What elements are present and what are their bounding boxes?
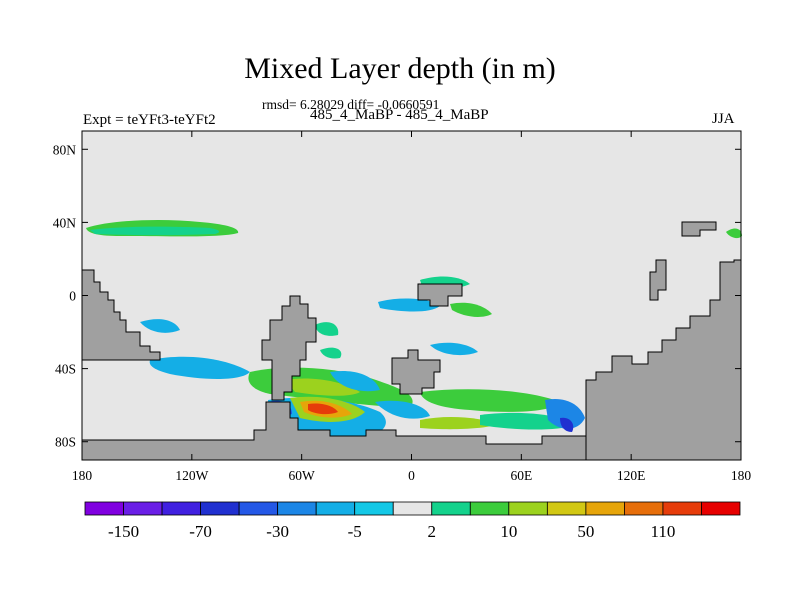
anomaly-patch: [330, 370, 380, 392]
lon-tick-label: 60W: [289, 468, 316, 483]
stats-line: rmsd= 6.28029 diff= -0.0660591: [262, 97, 440, 112]
lon-tick-label: 60E: [510, 468, 532, 483]
anomaly-patch: [315, 322, 339, 336]
anomaly-patch: [560, 417, 574, 432]
lon-tick-label: 0: [408, 468, 415, 483]
colorbar-label: 110: [651, 522, 676, 541]
anomaly-patch: [378, 298, 440, 312]
anomaly-field: [86, 220, 742, 441]
lat-tick-label: 40S: [55, 362, 76, 377]
anomaly-patch: [90, 226, 220, 236]
colorbar-label: 50: [577, 522, 594, 541]
lon-tick-label: 180: [731, 468, 752, 483]
lat-tick-label: 0: [69, 289, 76, 304]
colorbar-box: [662, 501, 702, 516]
colorbar-box: [585, 501, 625, 516]
anomaly-patch: [149, 356, 250, 379]
anomaly-patch: [726, 228, 742, 239]
chart-title: Mixed Layer depth (in m): [244, 52, 556, 85]
colorbar-box: [354, 501, 394, 516]
colorbar-box: [315, 501, 356, 516]
land-south-america: [261, 295, 317, 401]
lon-tick-label: 180: [72, 468, 93, 483]
lat-tick-label: 40N: [53, 215, 77, 230]
anomaly-patch: [285, 378, 360, 396]
colorbar: -150 -70 -30 -5 2 10 50 110: [84, 501, 741, 541]
colorbar-box: [84, 501, 124, 516]
longitude-ticks: 180 120W 60W 0 60E 120E 180: [72, 131, 752, 483]
colorbar-box: [431, 501, 471, 516]
colorbar-box: [161, 501, 201, 516]
anomaly-patch: [545, 398, 585, 429]
colorbar-box: [277, 501, 317, 516]
colorbar-label: -150: [108, 522, 139, 541]
colorbar-label: 10: [500, 522, 517, 541]
anomaly-patch: [140, 319, 180, 333]
colorbar-label: 2: [428, 522, 437, 541]
land-southern-africa: [391, 349, 441, 395]
land-north-america: [81, 269, 161, 361]
colorbar-box: [469, 501, 510, 516]
colorbar-box: [200, 501, 240, 516]
colorbar-box: [546, 501, 587, 516]
colorbar-label: -5: [348, 522, 362, 541]
colorbar-label: -30: [266, 522, 289, 541]
land-indonesia: [649, 259, 667, 301]
land-east-asia: [681, 221, 717, 237]
lon-tick-label: 120W: [175, 468, 208, 483]
colorbar-box: [701, 501, 741, 516]
colorbar-box: [624, 501, 664, 516]
colorbar-box: [238, 501, 279, 516]
lat-tick-label: 80S: [55, 435, 76, 450]
map-plot: 80N 40N 0 40S 80S 180 120W 60W 0 60E 120E 180: [53, 130, 752, 483]
colorbar-box: [392, 501, 433, 516]
anomaly-patch: [308, 403, 338, 415]
experiment-label: Expt = teYFt3-teYFt2: [83, 112, 216, 128]
anomaly-patch: [420, 389, 560, 412]
land-masses: [81, 221, 742, 461]
colorbar-box: [508, 501, 548, 516]
land-australia: [585, 259, 742, 461]
colorbar-label: -70: [189, 522, 212, 541]
colorbar-box: [123, 501, 163, 516]
runs-label: 485_4_MaBP - 485_4_MaBP: [310, 107, 489, 123]
anomaly-patch: [375, 400, 430, 419]
anomaly-patch: [450, 302, 492, 317]
land-africa: [417, 283, 463, 307]
lon-tick-label: 120E: [617, 468, 646, 483]
land-antarctica: [81, 401, 587, 461]
lat-tick-label: 80N: [53, 142, 77, 157]
latitude-ticks: 80N 40N 0 40S 80S: [53, 142, 741, 450]
season-label: JJA: [712, 111, 735, 127]
anomaly-patch: [320, 347, 342, 359]
anomaly-patch: [430, 342, 478, 356]
